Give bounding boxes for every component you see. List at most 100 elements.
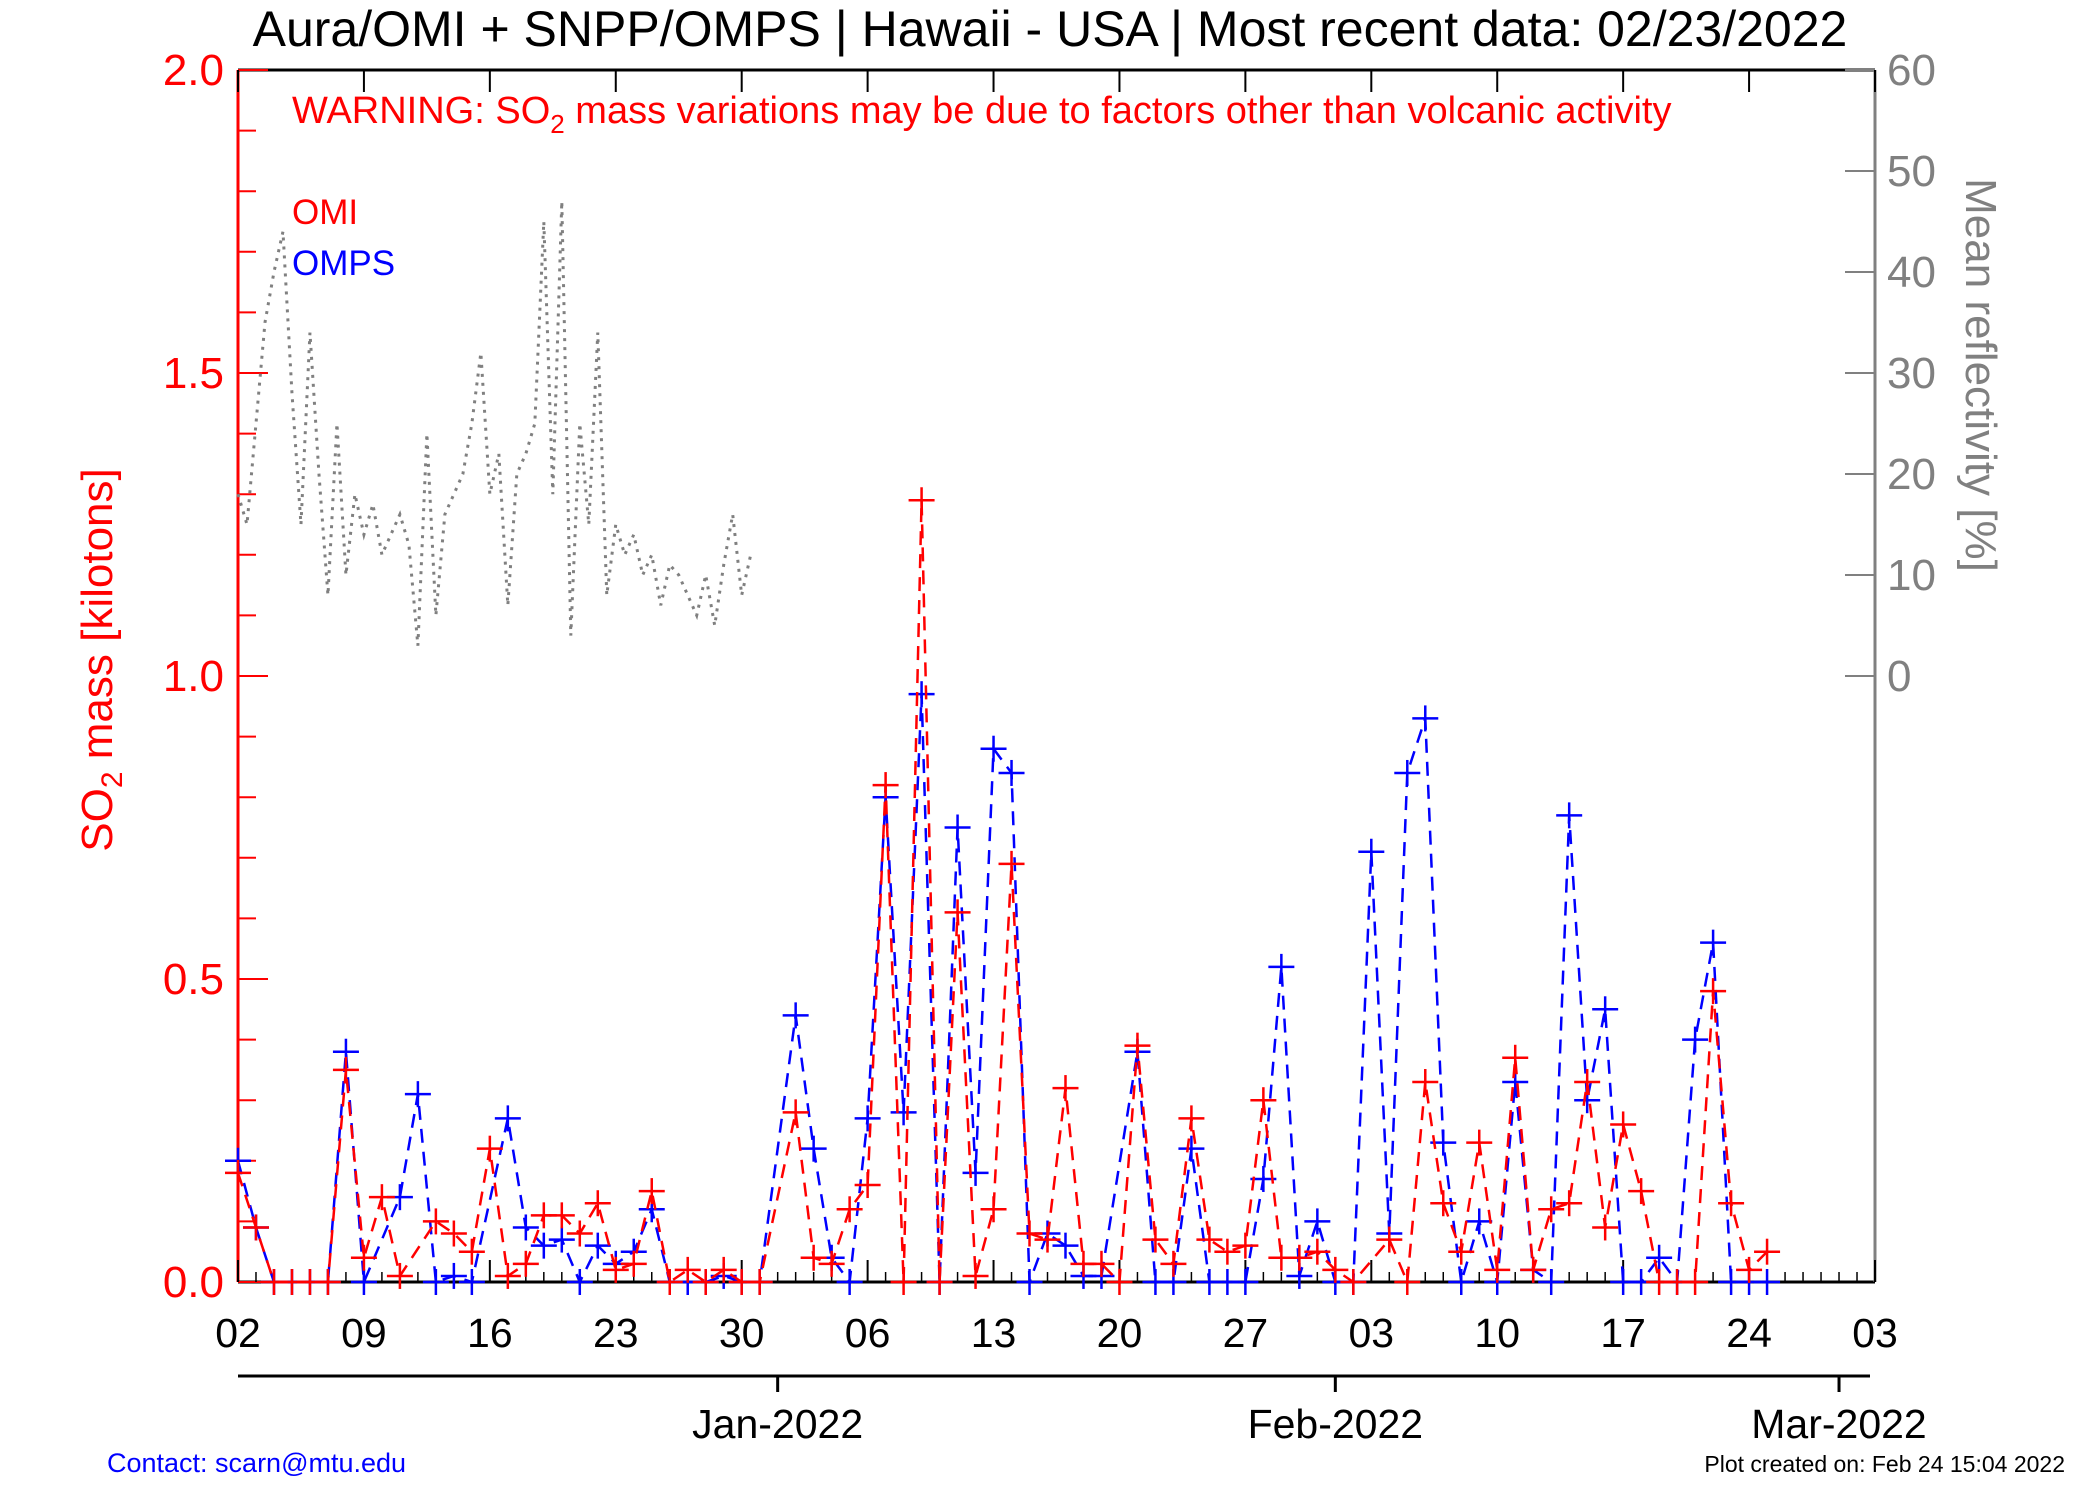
omi-point	[818, 1250, 845, 1277]
x-tick-label: 10	[1474, 1310, 1520, 1356]
omi-point	[872, 772, 899, 799]
contact-text: Contact: scarn@mtu.edu	[107, 1448, 406, 1478]
omi-point	[944, 899, 971, 926]
omps-point	[1178, 1135, 1205, 1162]
omi-point	[1232, 1232, 1259, 1259]
omi-point	[1520, 1256, 1547, 1283]
omps-point	[422, 1269, 449, 1295]
omi-point	[368, 1184, 395, 1211]
omps-point	[908, 681, 935, 708]
omi-point	[1304, 1238, 1331, 1265]
omi-point	[1160, 1250, 1187, 1277]
omi-point	[1178, 1105, 1205, 1132]
y-right-tick-label: 0	[1887, 652, 1911, 701]
omi-point	[1628, 1178, 1655, 1205]
x-tick-label: 03	[1852, 1310, 1898, 1356]
x-tick-label: 27	[1223, 1310, 1269, 1356]
axis-ticks: 0.0 0.5 1.0 1.5 2.0 0 10 20 30 40 50 60	[163, 46, 1936, 1307]
omi-point	[674, 1256, 701, 1283]
y-left-tick-label: 2.0	[163, 46, 224, 95]
omi-point	[1286, 1244, 1313, 1271]
omps-point	[1304, 1208, 1331, 1235]
omps-series	[225, 681, 1781, 1295]
chart-title: Aura/OMI + SNPP/OMPS | Hawaii - USA | Mo…	[253, 1, 1848, 57]
y-right-tick-label: 20	[1887, 450, 1936, 499]
omi-point	[962, 1262, 989, 1289]
y-left-label: SO2 mass [kilotons]	[73, 468, 129, 851]
omi-point	[494, 1262, 521, 1289]
omi-point	[620, 1250, 647, 1277]
y-right-tick-label: 60	[1887, 46, 1936, 95]
omi-point	[1340, 1269, 1367, 1295]
y-left-tick-label: 0.0	[163, 1258, 224, 1307]
omi-point	[746, 1269, 773, 1295]
omps-point	[944, 814, 971, 841]
y-right-tick-label: 10	[1887, 551, 1936, 600]
month-label: Mar-2022	[1751, 1401, 1926, 1447]
omi-point	[512, 1250, 539, 1277]
omps-point	[1682, 1026, 1709, 1053]
omps-point	[782, 1002, 809, 1029]
omi-point	[1034, 1226, 1061, 1253]
omi-point	[710, 1256, 737, 1283]
omps-point	[1754, 1269, 1781, 1295]
omps-line	[236, 694, 1768, 1286]
y-left-tick-label: 1.0	[163, 652, 224, 701]
omps-point	[1538, 1269, 1565, 1295]
omi-point	[1556, 1190, 1583, 1217]
omi-point	[1538, 1196, 1565, 1223]
omps-point	[1358, 838, 1385, 865]
omi-point	[926, 1269, 953, 1295]
omi-point	[800, 1244, 827, 1271]
x-tick-label: 24	[1726, 1310, 1772, 1356]
x-tick-label: 13	[971, 1310, 1017, 1356]
x-tick-label: 09	[341, 1310, 387, 1356]
omi-point	[1016, 1220, 1043, 1247]
omi-point	[1376, 1226, 1403, 1253]
omps-point	[494, 1105, 521, 1132]
omi-point	[1592, 1214, 1619, 1241]
y-right-tick-label: 30	[1887, 349, 1936, 398]
y-right-label: Mean reflectivity [%]	[1956, 178, 2005, 572]
omi-point	[242, 1214, 269, 1241]
omps-point	[962, 1159, 989, 1186]
omi-point	[1610, 1111, 1637, 1138]
omi-point	[656, 1269, 683, 1295]
omps-point	[1556, 802, 1583, 829]
omps-point	[1394, 759, 1421, 786]
y-right-tick-label: 50	[1887, 147, 1936, 196]
omi-point	[1412, 1069, 1439, 1096]
omi-point	[836, 1196, 863, 1223]
plot-frame	[236, 68, 1877, 1284]
omps-point	[980, 735, 1007, 762]
omi-point	[1448, 1238, 1475, 1265]
omps-point	[836, 1269, 863, 1295]
omi-point	[1700, 978, 1727, 1005]
omi-point	[1466, 1129, 1493, 1156]
omps-point	[854, 1105, 881, 1132]
omi-point	[692, 1269, 719, 1295]
omps-point	[1502, 1069, 1529, 1096]
x-tick-label: 03	[1349, 1310, 1395, 1356]
omi-point	[1142, 1226, 1169, 1253]
y-left-tick-label: 1.5	[163, 349, 224, 398]
month-label: Jan-2022	[692, 1401, 863, 1447]
omi-point	[225, 1159, 251, 1186]
omps-point	[1268, 953, 1295, 980]
omps-point	[890, 1099, 917, 1126]
omi-point	[440, 1220, 467, 1247]
x-tick-label: 17	[1600, 1310, 1646, 1356]
month-label: Feb-2022	[1248, 1401, 1424, 1447]
omi-point	[1430, 1190, 1457, 1217]
omi-point	[1574, 1069, 1601, 1096]
omi-point	[476, 1135, 503, 1162]
x-axis-labels: 02 09 16 23 30 06 13 20 27 03 10 17 24 03 Jan-2022 Feb-…	[215, 1310, 1927, 1447]
x-tick-label: 02	[215, 1310, 261, 1356]
omi-point	[1736, 1256, 1763, 1283]
omi-point	[1214, 1238, 1241, 1265]
omi-point	[908, 487, 935, 514]
warning-text: WARNING: SO2 mass variations may be due …	[292, 90, 1671, 139]
omi-point	[1322, 1256, 1349, 1283]
x-tick-label: 16	[467, 1310, 513, 1356]
omi-point	[566, 1220, 593, 1247]
